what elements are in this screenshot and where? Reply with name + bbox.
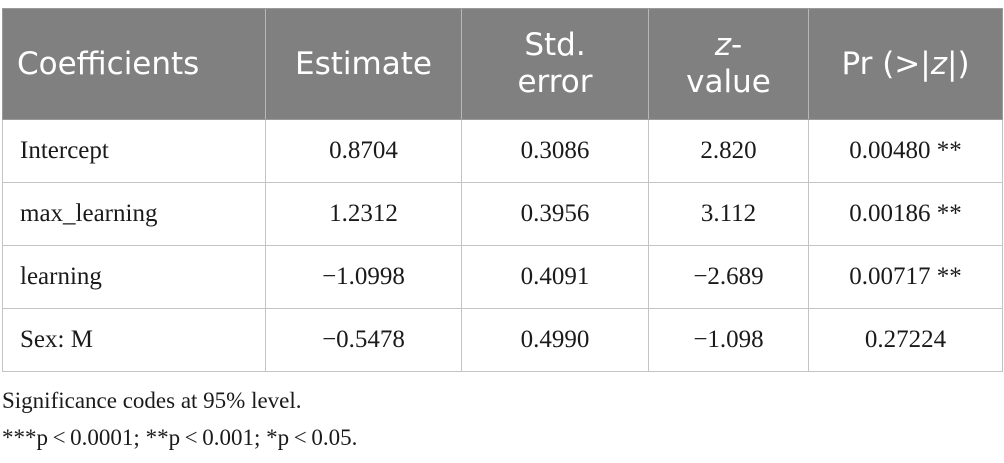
header-std-error-line2: error — [517, 64, 593, 100]
table-footnotes: Significance codes at 95% level. ***p < … — [2, 382, 357, 456]
header-std-error: Std. error — [461, 8, 649, 120]
coefficients-table: Coefficients Estimate Std. error z- valu… — [2, 8, 1003, 372]
cell-pr: 0.00186 ** — [808, 182, 1003, 246]
cell-z-value: −2.689 — [648, 245, 809, 309]
cell-pr: 0.27224 — [808, 308, 1003, 372]
table-body: Intercept 0.8704 0.3086 2.820 0.00480 **… — [2, 119, 1003, 372]
header-coefficients: Coefficients — [2, 8, 266, 120]
header-pr-z: z — [930, 45, 947, 82]
coefficients-table-container: Coefficients Estimate Std. error z- valu… — [2, 8, 1003, 372]
cell-z-value: −1.098 — [648, 308, 809, 372]
cell-std-error: 0.4091 — [461, 245, 649, 309]
cell-coefficient: Intercept — [2, 119, 266, 183]
footnote-significance-level: Significance codes at 95% level. — [2, 388, 302, 413]
cell-pr: 0.00480 ** — [808, 119, 1003, 183]
table-row: learning −1.0998 0.4091 −2.689 0.00717 *… — [2, 245, 1003, 309]
cell-std-error: 0.3956 — [461, 182, 649, 246]
header-row: Coefficients Estimate Std. error z- valu… — [2, 8, 1003, 120]
cell-coefficient: Sex: M — [2, 308, 266, 372]
header-estimate: Estimate — [265, 8, 462, 120]
cell-estimate: 1.2312 — [265, 182, 462, 246]
header-pr-prefix: Pr (>| — [841, 45, 931, 82]
cell-estimate: −0.5478 — [265, 308, 462, 372]
header-z-value: z- value — [648, 8, 809, 120]
table-row: Intercept 0.8704 0.3086 2.820 0.00480 ** — [2, 119, 1003, 183]
header-pr: Pr (>|z|) — [808, 8, 1003, 120]
header-std-error-line1: Std. — [524, 27, 586, 63]
footnote-significance-codes: ***p < 0.0001; **p < 0.001; *p < 0.05. — [2, 425, 358, 450]
header-z-value-dash: - — [731, 27, 743, 63]
table-row: max_learning 1.2312 0.3956 3.112 0.00186… — [2, 182, 1003, 246]
cell-std-error: 0.4990 — [461, 308, 649, 372]
cell-z-value: 2.820 — [648, 119, 809, 183]
cell-estimate: 0.8704 — [265, 119, 462, 183]
cell-pr: 0.00717 ** — [808, 245, 1003, 309]
header-pr-suffix: |) — [947, 45, 970, 82]
table-header: Coefficients Estimate Std. error z- valu… — [2, 8, 1003, 120]
cell-estimate: −1.0998 — [265, 245, 462, 309]
cell-z-value: 3.112 — [648, 182, 809, 246]
header-z-value-line2: value — [686, 64, 771, 100]
table-row: Sex: M −0.5478 0.4990 −1.098 0.27224 — [2, 308, 1003, 372]
cell-std-error: 0.3086 — [461, 119, 649, 183]
cell-coefficient: max_learning — [2, 182, 266, 246]
header-z-value-z: z — [714, 27, 732, 63]
cell-coefficient: learning — [2, 245, 266, 309]
